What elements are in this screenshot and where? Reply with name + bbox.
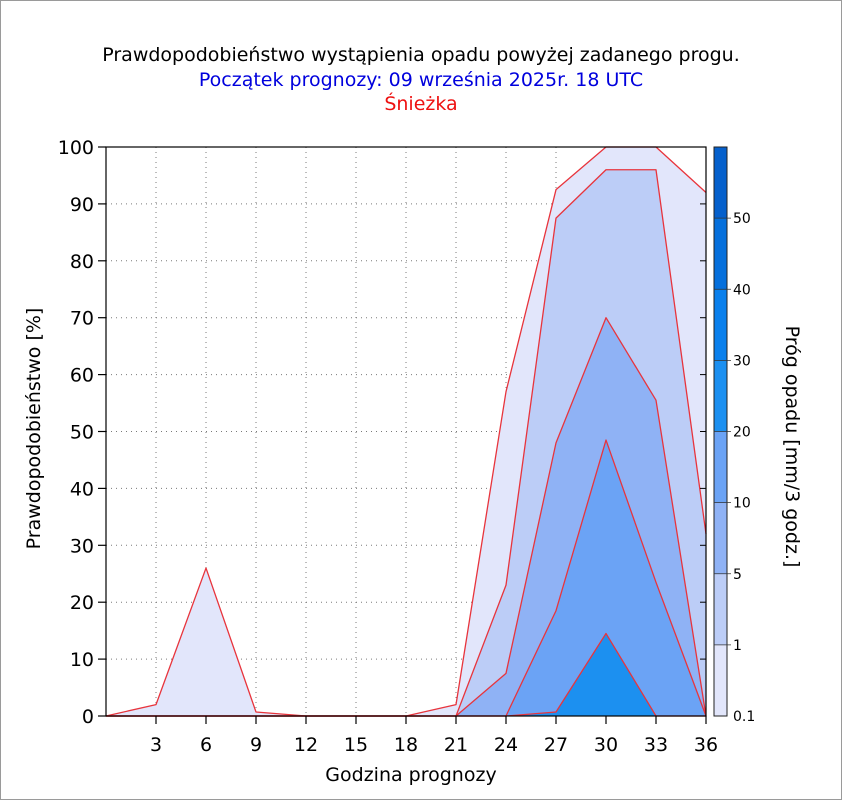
x-tick-label: 36 [694, 734, 718, 756]
colorbar-segment [714, 573, 727, 645]
y-tick-label: 70 [70, 308, 94, 330]
x-tick-label: 24 [494, 734, 518, 756]
area-threshold-10 [106, 440, 706, 716]
colorbar-segment [714, 502, 727, 574]
y-tick-label: 20 [70, 592, 94, 614]
x-tick-label: 21 [444, 734, 468, 756]
y-tick-label: 0 [82, 706, 94, 728]
y-tick-label: 40 [70, 478, 94, 500]
colorbar-label: 1 [733, 638, 742, 654]
x-tick-label: 3 [150, 734, 162, 756]
colorbar-segment [714, 218, 727, 290]
y-tick-label: 50 [70, 422, 94, 444]
y-axis-title: Prawdopodobieństwo [%] [23, 308, 45, 550]
x-tick-label: 6 [200, 734, 212, 756]
colorbar-label: 0.1 [733, 709, 755, 725]
x-axis-title: Godzina prognozy [325, 764, 496, 786]
x-tick-label: 33 [644, 734, 668, 756]
chart-title: Prawdopodobieństwo wystąpienia opadu pow… [102, 44, 740, 66]
y-tick-label: 10 [70, 649, 94, 671]
x-tick-label: 9 [250, 734, 262, 756]
x-tick-label: 12 [294, 734, 318, 756]
colorbar-segment [714, 360, 727, 432]
x-tick-label: 30 [594, 734, 618, 756]
location-subtitle: Śnieżka [384, 93, 458, 115]
colorbar-title: Próg opadu [mm/3 godz.] [781, 326, 803, 568]
colorbar-label: 50 [733, 211, 751, 227]
colorbar-segment [714, 289, 727, 361]
x-tick-label: 27 [544, 734, 568, 756]
forecast-start-subtitle: Początek prognozy: 09 września 2025r. 18… [198, 69, 644, 91]
area-threshold-20 [106, 633, 706, 716]
colorbar-label: 10 [733, 496, 751, 512]
colorbar-label: 40 [733, 282, 751, 298]
y-tick-label: 30 [70, 535, 94, 557]
colorbar-label: 5 [733, 567, 742, 583]
y-tick-label: 100 [58, 137, 94, 159]
colorbar-label: 30 [733, 353, 751, 369]
x-tick-label: 18 [394, 734, 418, 756]
colorbar-label: 20 [733, 425, 751, 441]
colorbar-segment [714, 147, 727, 219]
y-tick-label: 90 [70, 194, 94, 216]
y-tick-label: 80 [70, 251, 94, 273]
y-tick-label: 60 [70, 365, 94, 387]
x-tick-label: 15 [344, 734, 368, 756]
colorbar-segment [714, 431, 727, 503]
colorbar-segment [714, 644, 727, 716]
